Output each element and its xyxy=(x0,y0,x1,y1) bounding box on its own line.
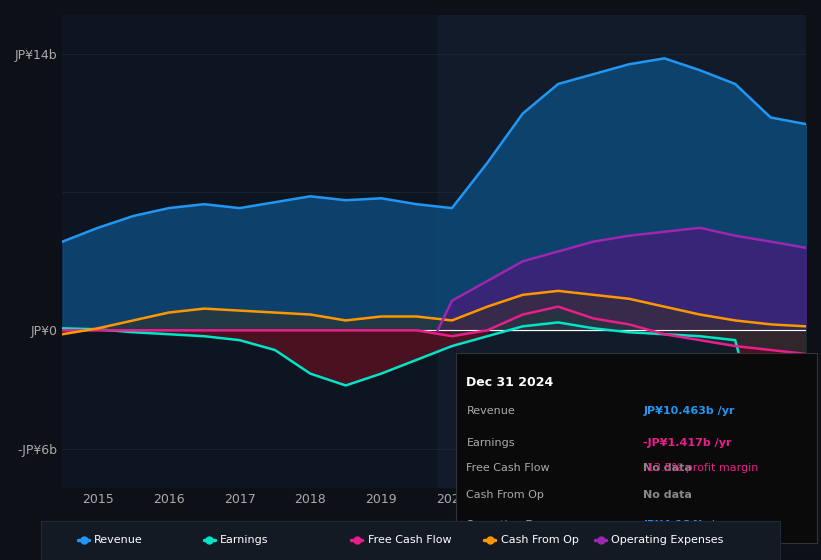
Text: Earnings: Earnings xyxy=(466,438,515,449)
Text: Operating Expenses: Operating Expenses xyxy=(466,520,579,530)
Text: Revenue: Revenue xyxy=(466,406,516,416)
Text: Free Cash Flow: Free Cash Flow xyxy=(466,463,550,473)
Text: No data: No data xyxy=(644,463,692,473)
Text: JP¥10.463b /yr: JP¥10.463b /yr xyxy=(644,406,735,416)
Text: Cash From Op: Cash From Op xyxy=(501,535,579,545)
Text: No data: No data xyxy=(644,490,692,500)
Bar xyxy=(438,15,806,488)
Text: -13.5% profit margin: -13.5% profit margin xyxy=(644,463,759,473)
Text: Earnings: Earnings xyxy=(220,535,268,545)
Text: Free Cash Flow: Free Cash Flow xyxy=(368,535,452,545)
Text: Revenue: Revenue xyxy=(94,535,143,545)
Text: Operating Expenses: Operating Expenses xyxy=(612,535,724,545)
Text: Dec 31 2024: Dec 31 2024 xyxy=(466,376,553,389)
Text: -JP¥1.417b /yr: -JP¥1.417b /yr xyxy=(644,438,732,449)
Text: Cash From Op: Cash From Op xyxy=(466,490,544,500)
Text: JP¥4.184b /yr: JP¥4.184b /yr xyxy=(644,520,727,530)
